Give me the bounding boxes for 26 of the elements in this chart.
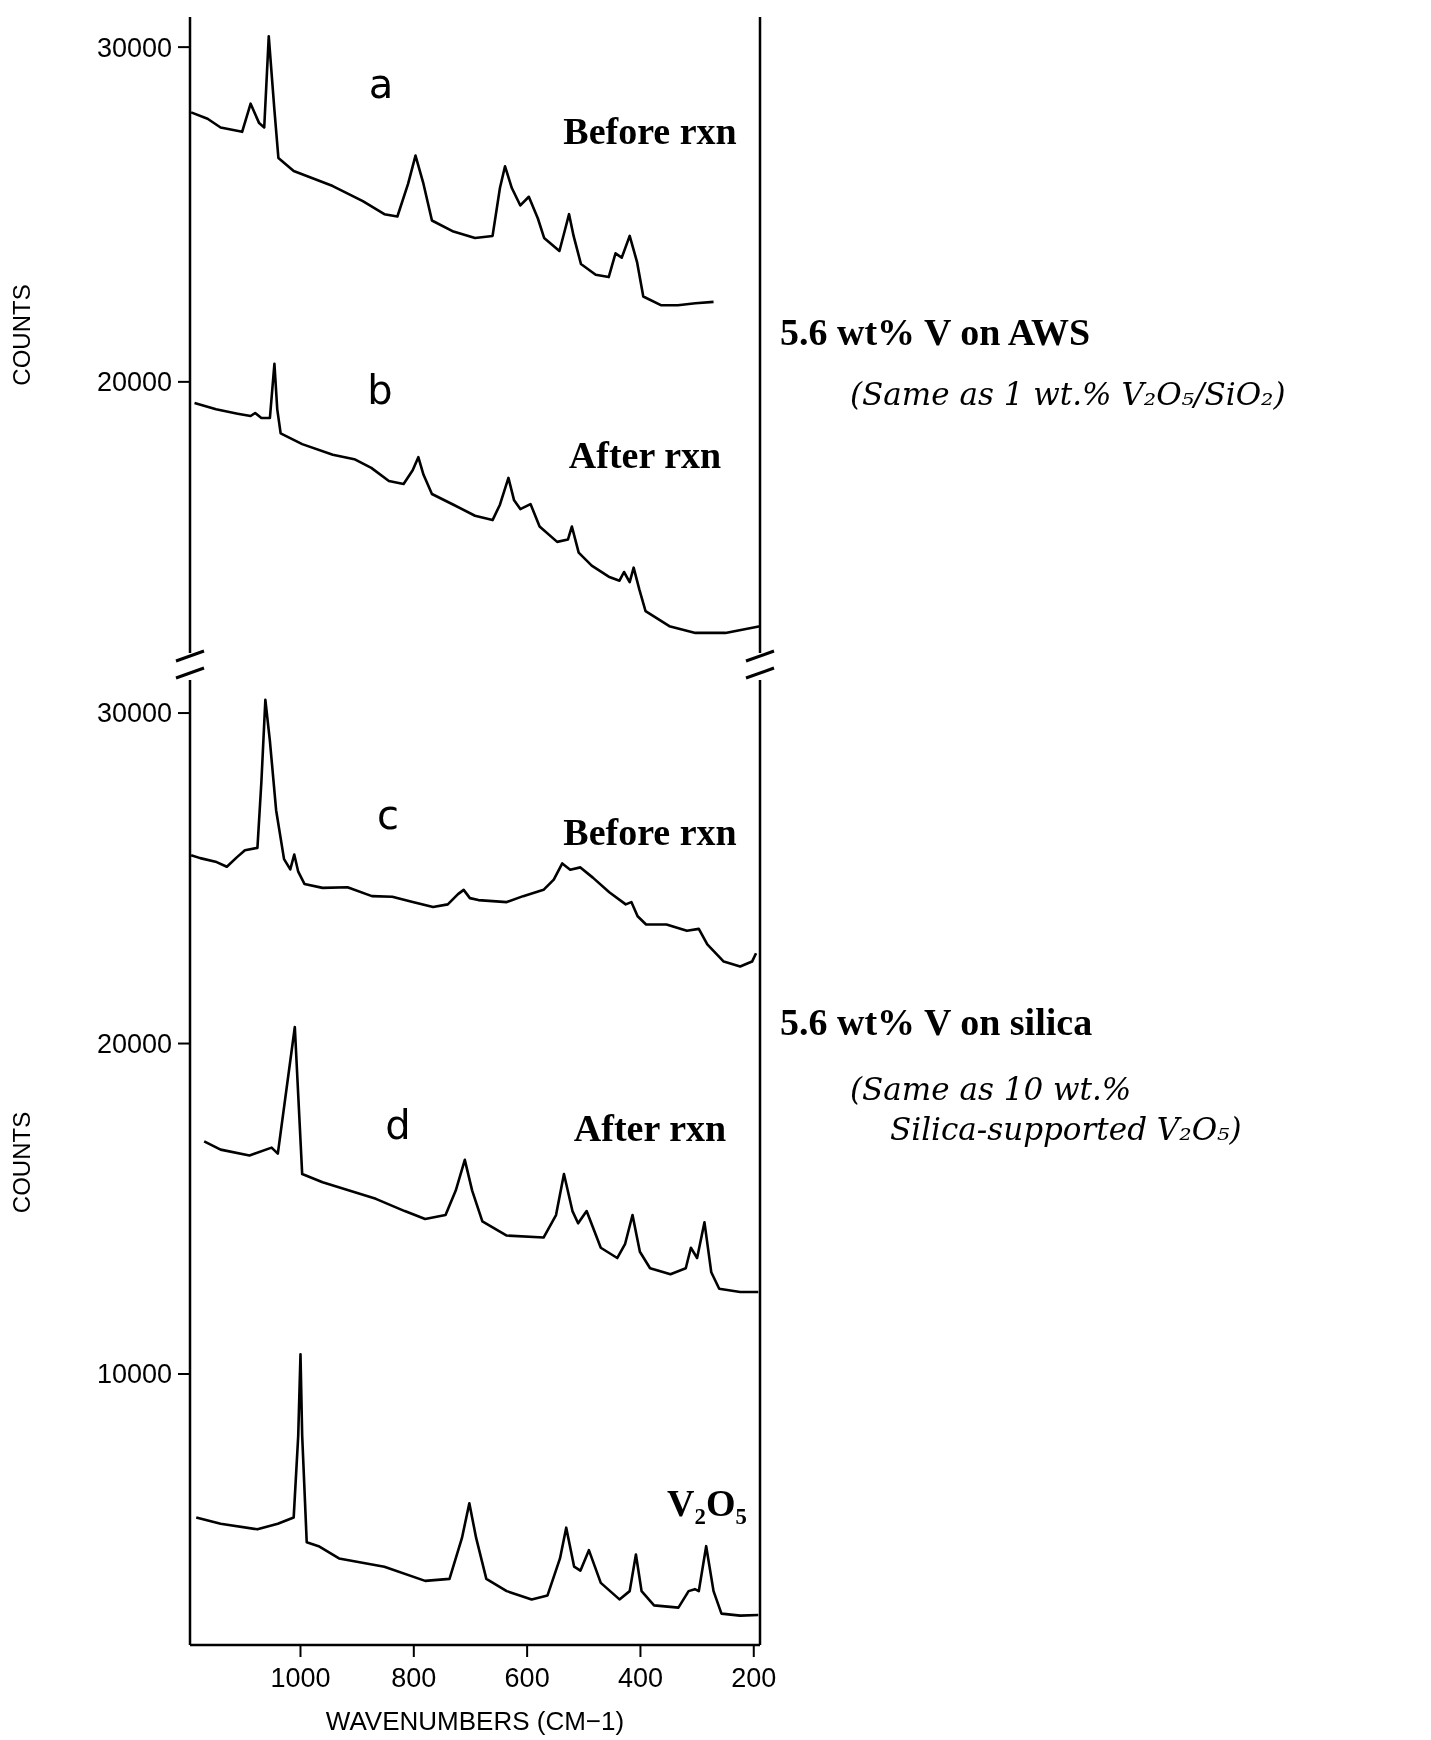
series-label: c [377, 792, 399, 838]
x-axis-title: WAVENUMBERS (CM−1) [325, 1706, 625, 1736]
series-label: a [368, 61, 394, 107]
text: 5.6 wt% V on AWS [780, 311, 1091, 353]
annotation: Before rxn [563, 110, 737, 153]
annotation: After rxn [573, 1107, 727, 1150]
y-tick-label: 10000 [96, 1359, 172, 1390]
text: (Same as 10 wt.% Silica-supported V₂O₅) [850, 1071, 1242, 1147]
y-tick-label: 20000 [96, 1028, 172, 1059]
text: (Same as 1 wt.% V₂O₅/SiO₂) [850, 376, 1286, 412]
annotation: After rxn [568, 434, 722, 477]
y-tick-label: 20000 [96, 367, 172, 398]
text: 5.6 wt% V on silica [780, 1001, 1093, 1043]
x-tick-label: 600 [504, 1663, 550, 1693]
y-axis-title: COUNTS [8, 1111, 35, 1214]
x-tick-label: 200 [731, 1663, 777, 1693]
series-label: d [385, 1102, 411, 1148]
annotation: Before rxn [563, 811, 737, 854]
y-axis-title: COUNTS [8, 284, 35, 386]
y-tick-label: 30000 [96, 32, 172, 63]
y-tick-label: 30000 [96, 698, 172, 729]
x-tick-label: 800 [391, 1663, 437, 1693]
x-tick-label: 400 [617, 1663, 663, 1693]
series-label: V₂O₅ [667, 1482, 747, 1525]
x-tick-label: 1000 [270, 1663, 331, 1693]
series-label: b [367, 367, 393, 413]
